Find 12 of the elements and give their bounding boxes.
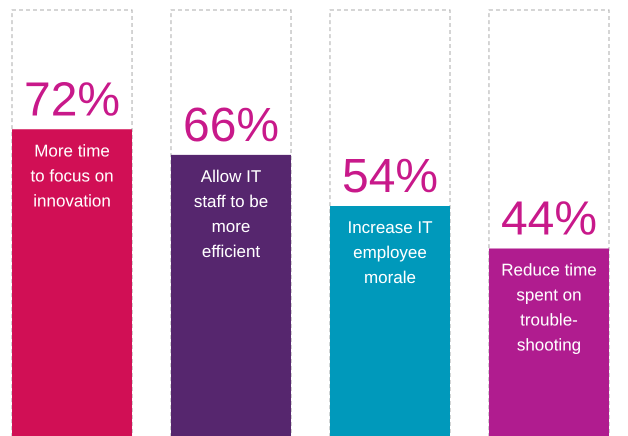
- x-tick-label: More time to focus on innovation: [30, 141, 114, 210]
- x-tick-label: Reduce time spent on trouble-shooting: [501, 260, 597, 355]
- data-label: 44%: [500, 192, 598, 246]
- bar: [12, 129, 132, 436]
- bar: [170, 154, 292, 436]
- data-label: 66%: [183, 98, 280, 152]
- bar: [330, 206, 450, 436]
- x-tick-label: Increase IT employee morale: [347, 218, 433, 287]
- x-tick-label: Allow IT staff to be more efficient: [194, 166, 268, 261]
- data-label: 72%: [24, 73, 120, 126]
- bar: [488, 248, 609, 436]
- data-label: 54%: [342, 150, 438, 203]
